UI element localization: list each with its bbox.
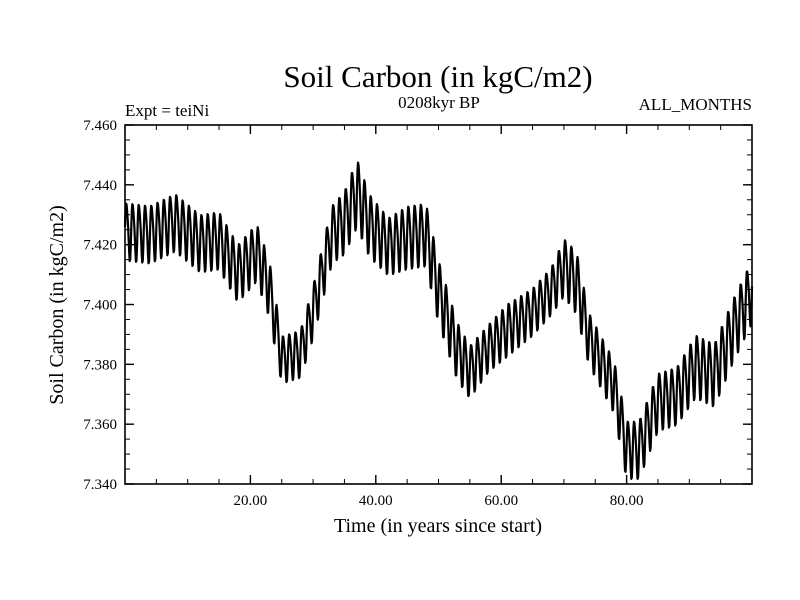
- period-label: 0208kyr BP: [398, 93, 480, 112]
- x-tick-label: 20.00: [234, 493, 268, 509]
- y-tick-label: 7.460: [83, 118, 117, 134]
- x-axis-label: Time (in years since start): [334, 515, 542, 537]
- x-tick-label: 40.00: [359, 493, 393, 509]
- y-tick-label: 7.340: [83, 477, 117, 493]
- x-tick-label: 60.00: [484, 493, 518, 509]
- y-tick-label: 7.420: [83, 238, 117, 254]
- soil-carbon-series-line: [123, 161, 754, 480]
- plot-frame: [124, 124, 753, 485]
- x-axis-ticks: [124, 125, 753, 484]
- y-axis-label: Soil Carbon (in kgC/m2): [46, 205, 68, 404]
- y-axis-tick-labels: 7.340 7.360 7.380 7.400 7.420 7.440 7.460: [83, 118, 117, 493]
- y-tick-label: 7.360: [83, 417, 117, 433]
- x-tick-label: 80.00: [610, 493, 644, 509]
- y-tick-label: 7.400: [83, 298, 117, 314]
- x-axis-tick-labels: 20.00 40.00 60.00 80.00: [234, 493, 644, 509]
- experiment-label: Expt = teiNi: [125, 101, 209, 120]
- y-tick-label: 7.380: [83, 357, 117, 373]
- chart-title: Soil Carbon (in kgC/m2): [283, 59, 592, 94]
- months-label: ALL_MONTHS: [639, 95, 752, 114]
- y-tick-label: 7.440: [83, 178, 117, 194]
